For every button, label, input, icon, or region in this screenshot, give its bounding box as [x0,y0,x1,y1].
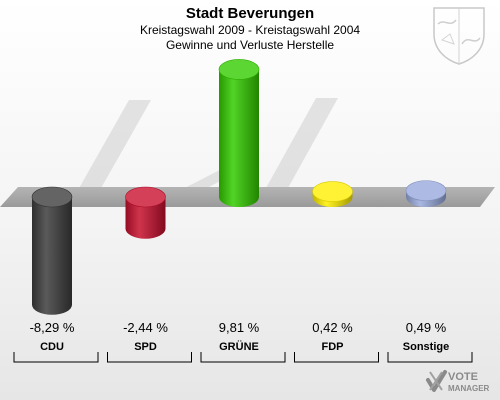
category-label-sonstige: Sonstige [403,341,449,353]
value-label-gr-ne: 9,81 % [219,320,260,335]
bar-cap-cdu [31,186,73,208]
axis-bracket-gr-ne [200,352,286,363]
checkmark-icon [426,370,447,392]
bar-fdp [312,181,353,207]
logo-text-vote: VOTE [448,371,478,383]
value-label-cdu: -8,29 % [30,320,75,335]
bar-cap-gr-ne [218,59,260,80]
category-label-spd: SPD [134,341,157,353]
category-label-cdu: CDU [40,341,64,353]
chart-title: Stadt Beverungen [185,5,315,22]
category-label-fdp: FDP [322,341,344,353]
bar-cap-spd [125,186,166,208]
value-label-fdp: 0,42 % [312,320,353,335]
coat-of-arms-icon [433,7,485,65]
value-label-sonstige: 0,49 % [406,320,447,335]
axis-bracket-spd [107,352,192,363]
bar-cap-fdp [312,181,353,202]
bar-shadows [74,98,338,197]
bar-sonstige [405,180,447,207]
bar-body-spd [125,197,166,239]
bar-cdu [31,186,73,315]
value-labels: -8,29 % -2,44 % 9,81 % 0,42 % 0,49 % [30,320,447,335]
bar-spd [125,186,166,239]
bar-body-gr-ne [219,69,259,207]
logo-text-manager: MANAGER [448,384,490,393]
category-label-gr-ne: GRÜNE [219,340,259,353]
bars [31,59,447,315]
bar-shadow-gr-ne [261,98,338,197]
category-axis: CDU SPD GRÜNE FDP Sonstige [13,340,473,363]
axis-bracket-sonstige [387,352,473,363]
bar-shadow-cdu [74,100,151,197]
bar-gr-ne [218,59,260,207]
bar-cap-sonstige [405,180,447,201]
axis-bracket-fdp [294,352,379,363]
votemanager-logo: VOTE MANAGER [426,370,490,393]
chart-subtitle: Kreistagswahl 2009 - Kreistagswahl 2004 [139,23,361,37]
chart-subtitle-2: Gewinne und Verluste Herstelle [165,38,335,52]
bar-body-cdu [32,197,72,315]
axis-bracket-cdu [13,352,99,363]
value-label-spd: -2,44 % [123,320,168,335]
